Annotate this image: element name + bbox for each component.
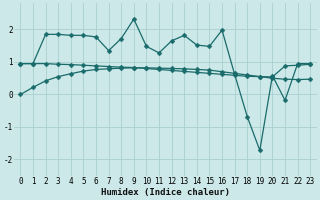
X-axis label: Humidex (Indice chaleur): Humidex (Indice chaleur) [101,188,230,197]
